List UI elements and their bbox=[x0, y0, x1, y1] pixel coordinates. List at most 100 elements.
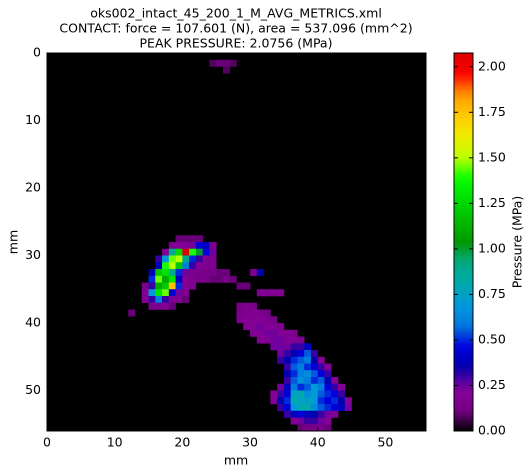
colorbar-tick-label: 0.00 bbox=[478, 423, 506, 438]
x-axis-label: mm bbox=[224, 453, 248, 468]
heatmap-cell bbox=[324, 417, 332, 425]
heatmap-cell bbox=[155, 262, 163, 270]
heatmap-cell bbox=[175, 275, 183, 283]
heatmap-cell bbox=[162, 289, 170, 297]
heatmap-cell bbox=[324, 397, 332, 405]
heatmap-cell bbox=[283, 390, 291, 398]
heatmap-cell bbox=[310, 383, 319, 391]
y-tick-label: 40 bbox=[25, 315, 41, 330]
heatmap-cell bbox=[277, 383, 285, 391]
heatmap-cell bbox=[182, 282, 190, 290]
heatmap-cell bbox=[290, 350, 298, 358]
heatmap-cell bbox=[277, 390, 285, 398]
colorbar-tick-label: 1.75 bbox=[478, 104, 506, 119]
heatmap-cell bbox=[277, 397, 285, 405]
heatmap-cell bbox=[290, 404, 298, 412]
heatmap-cell bbox=[189, 248, 197, 256]
heatmap-cell bbox=[283, 336, 291, 344]
heatmap-cell bbox=[148, 282, 156, 290]
heatmap-cell bbox=[304, 390, 312, 398]
heatmap-cell bbox=[304, 356, 312, 364]
heatmap-cell bbox=[256, 329, 264, 337]
heatmap-cell bbox=[141, 289, 149, 297]
heatmap-cell bbox=[168, 296, 176, 304]
heatmap-cell bbox=[195, 275, 203, 283]
heatmap-cell bbox=[195, 269, 203, 277]
y-tick-label: 30 bbox=[25, 247, 41, 262]
heatmap-cell bbox=[236, 302, 244, 310]
heatmap-cell bbox=[209, 275, 217, 283]
heatmap-cell bbox=[209, 59, 217, 67]
heatmap-cell bbox=[283, 383, 291, 391]
heatmap-cell bbox=[304, 417, 312, 425]
heatmap-cell bbox=[283, 356, 291, 364]
heatmap-cell bbox=[277, 289, 285, 297]
heatmap-cell bbox=[324, 363, 332, 371]
heatmap-cell bbox=[168, 289, 176, 297]
heatmap-cell bbox=[148, 302, 156, 310]
heatmap-cell bbox=[317, 397, 325, 405]
heatmap-cell bbox=[277, 343, 285, 351]
heatmap-cell bbox=[317, 356, 325, 364]
heatmap-cell bbox=[310, 410, 319, 418]
heatmap-cell bbox=[182, 262, 190, 270]
heatmap-cell bbox=[310, 424, 319, 432]
heatmap-cell bbox=[189, 282, 197, 290]
heatmap-cell bbox=[270, 323, 278, 331]
heatmap-cell bbox=[304, 383, 312, 391]
heatmap-cell bbox=[317, 404, 325, 412]
heatmap-cell bbox=[175, 248, 183, 256]
plot-background bbox=[47, 53, 426, 431]
heatmap-cell bbox=[290, 329, 298, 337]
heatmap-cell bbox=[256, 323, 264, 331]
heatmap-cell bbox=[168, 275, 176, 283]
heatmap-cell bbox=[162, 248, 170, 256]
heatmap-cell bbox=[304, 424, 312, 432]
heatmap-cell bbox=[175, 262, 183, 270]
heatmap-cell bbox=[189, 255, 197, 263]
heatmap-cell bbox=[182, 275, 190, 283]
heatmap-cell bbox=[175, 282, 183, 290]
heatmap-cell bbox=[310, 350, 319, 358]
heatmap-cell bbox=[304, 350, 312, 358]
heatmap-cell bbox=[202, 248, 210, 256]
heatmap-cell bbox=[229, 59, 237, 67]
heatmap-cell bbox=[216, 269, 224, 277]
heatmap-cell bbox=[310, 377, 319, 385]
x-tick-label: 10 bbox=[107, 435, 123, 450]
heatmap-cell bbox=[338, 390, 346, 398]
heatmap-cell bbox=[243, 323, 251, 331]
heatmap-cell bbox=[344, 397, 352, 405]
heatmap-cell bbox=[297, 356, 305, 364]
heatmap-cell bbox=[283, 363, 291, 371]
heatmap-cell bbox=[195, 255, 203, 263]
heatmap-cell bbox=[317, 383, 325, 391]
heatmap-cell bbox=[250, 309, 258, 317]
heatmap-cell bbox=[317, 377, 325, 385]
heatmap-cell bbox=[304, 377, 312, 385]
heatmap-cell bbox=[182, 248, 190, 256]
colorbar bbox=[453, 52, 474, 432]
heatmap-cell bbox=[338, 397, 346, 405]
heatmap-cell bbox=[324, 410, 332, 418]
heatmap-cell bbox=[209, 255, 217, 263]
x-tick-label: 50 bbox=[377, 435, 393, 450]
heatmap-cell bbox=[202, 255, 210, 263]
heatmap-cell bbox=[155, 296, 163, 304]
heatmap-cell bbox=[324, 377, 332, 385]
heatmap-cell bbox=[297, 377, 305, 385]
heatmap-cell bbox=[263, 289, 271, 297]
heatmap-cell bbox=[310, 356, 319, 364]
heatmap-cell bbox=[216, 59, 224, 67]
heatmap-cell bbox=[209, 242, 217, 250]
heatmap-cell bbox=[195, 242, 203, 250]
heatmap-cell bbox=[189, 275, 197, 283]
heatmap-cell bbox=[168, 242, 176, 250]
heatmap-cell bbox=[331, 377, 339, 385]
plot-frame bbox=[46, 52, 427, 432]
heatmap-cell bbox=[297, 424, 305, 432]
heatmap-cell bbox=[331, 390, 339, 398]
heatmap-cell bbox=[182, 269, 190, 277]
heatmap-cell bbox=[331, 410, 339, 418]
heatmap-cell bbox=[236, 282, 244, 290]
